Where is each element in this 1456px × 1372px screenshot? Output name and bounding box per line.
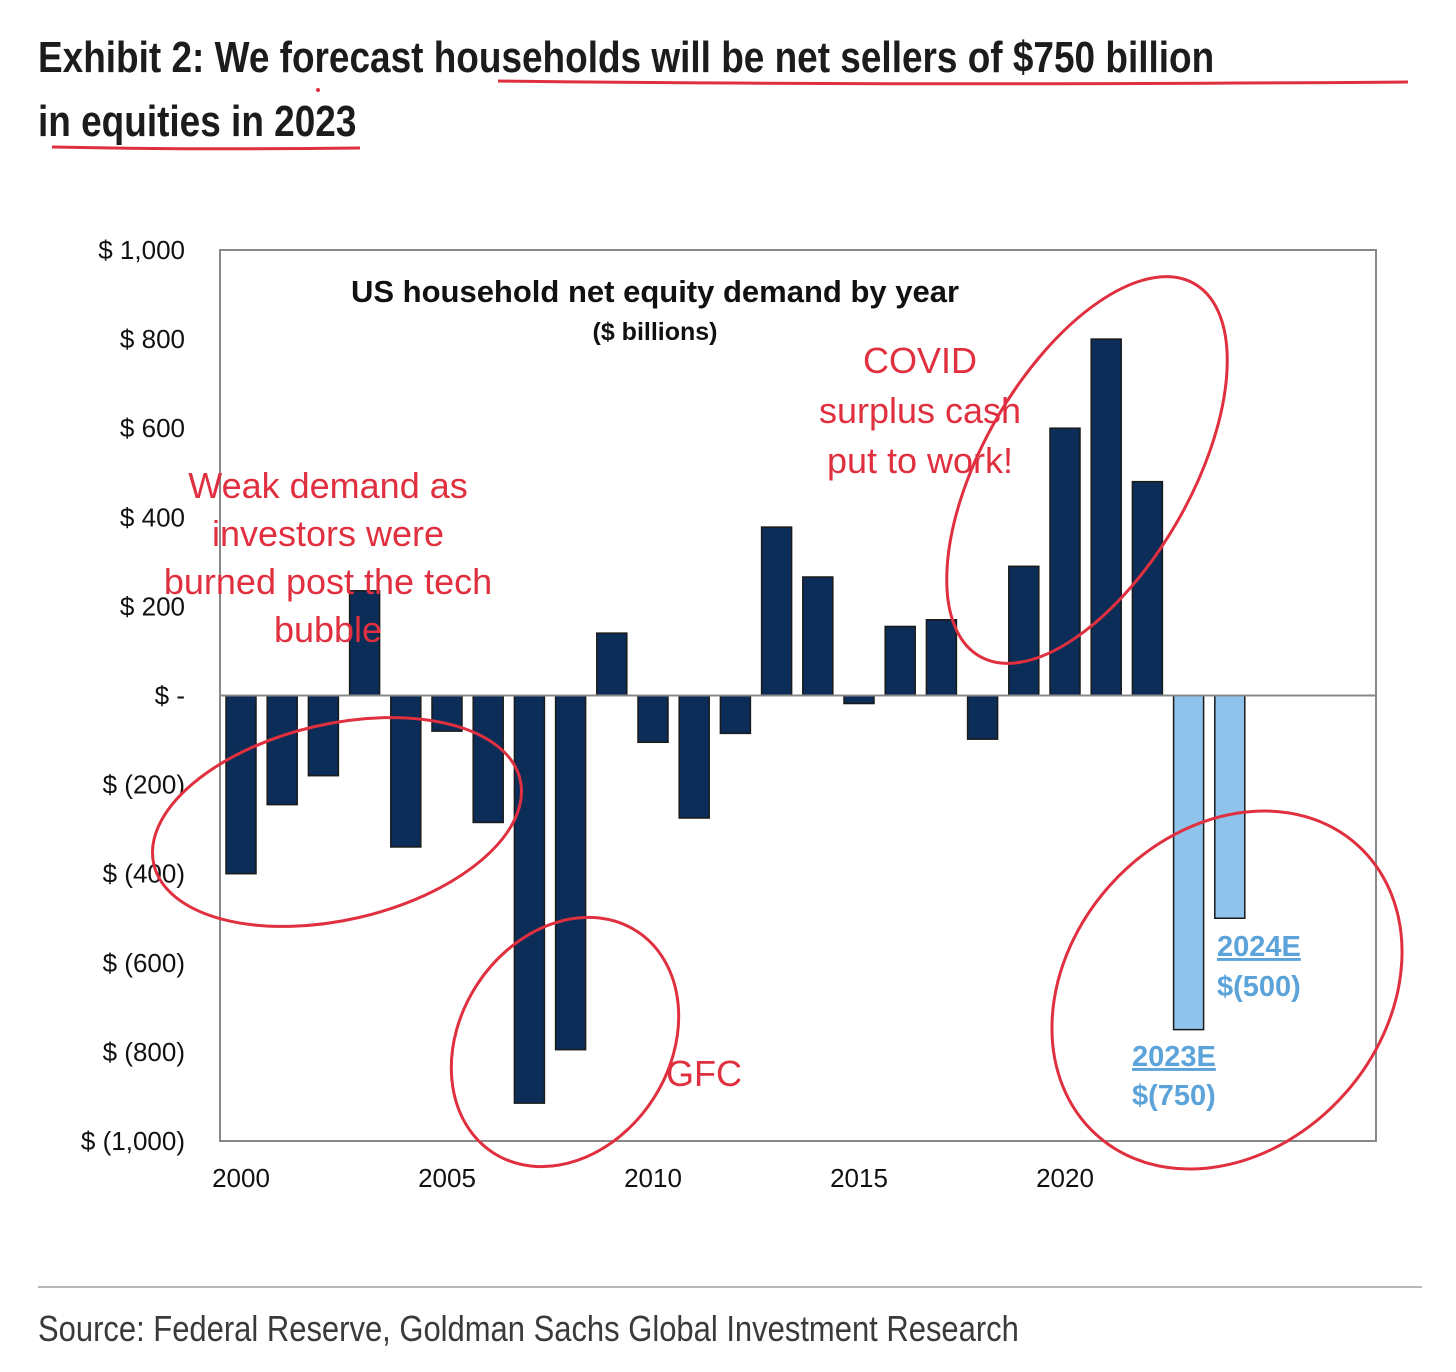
bar-2009: [596, 632, 628, 697]
source-note: Source: Federal Reserve, Goldman Sachs G…: [38, 1308, 1019, 1349]
estimate-label-2023-year: 2023E: [1132, 1041, 1216, 1073]
y-tick-label: $ 1,000: [98, 235, 185, 265]
x-tick-label: 2015: [830, 1163, 888, 1193]
y-tick-label: $ (400): [103, 859, 185, 889]
bar-2018: [966, 694, 999, 740]
bar-2003: [348, 590, 381, 697]
title-underline-2: [51, 145, 361, 151]
annotation-ellipse-tech-bubble: [150, 716, 524, 928]
bar-2020: [1049, 427, 1081, 697]
bar-2021: [1090, 338, 1122, 697]
exhibit-title: Exhibit 2: We forecast households will b…: [38, 26, 1214, 154]
y-tick-label: $ -: [155, 681, 185, 711]
annotation-ellipse-estimates: [1050, 809, 1404, 1171]
bar-2012: [719, 694, 752, 735]
bar-2023: [1172, 694, 1205, 1031]
exhibit-title-line2: in equities in 2023: [38, 97, 357, 146]
annotation-text-weak-demand: Weak demand as investors were burned pos…: [164, 465, 492, 650]
x-tick-label: 2010: [624, 1163, 682, 1193]
annotation-text-gfc: GFC: [666, 1053, 742, 1094]
bar-2011: [678, 694, 710, 819]
estimate-label-2024-year: 2024E: [1217, 931, 1301, 963]
bar-2013: [760, 526, 793, 697]
annotation-line: put to work!: [827, 440, 1013, 481]
title-underline-marks: [51, 79, 1409, 151]
bar-2004: [390, 694, 422, 848]
y-tick-label: $ 600: [120, 413, 185, 443]
bar-2007: [513, 694, 546, 1104]
estimate-label-2023-value: $(750): [1132, 1080, 1216, 1112]
x-axis-tick-labels: 2000 2005 2010 2015 2020: [212, 1163, 1094, 1193]
y-tick-label: $ 800: [120, 324, 185, 354]
y-tick-label: $ (800): [103, 1037, 185, 1067]
annotation-line: burned post the tech: [164, 561, 492, 602]
bar-2022: [1131, 480, 1164, 697]
bar-2010: [637, 694, 669, 744]
bar-2015: [843, 694, 875, 705]
estimate-label-2024-value: $(500): [1217, 971, 1301, 1003]
annotation-ellipses: [150, 275, 1404, 1171]
bar-series: [225, 338, 1246, 1104]
x-tick-label: 2020: [1036, 1163, 1094, 1193]
x-tick-label: 2000: [212, 1163, 270, 1193]
annotation-ellipse-gfc: [449, 915, 681, 1169]
annotation-text-covid: COVID surplus cash put to work!: [819, 340, 1021, 481]
source-divider: [38, 1286, 1422, 1288]
bar-chart: US household net equity demand by year (…: [51, 79, 1409, 1193]
x-tick-label: 2005: [418, 1163, 476, 1193]
bar-2024: [1214, 694, 1246, 919]
title-dot-mark: [316, 88, 320, 92]
annotation-line: bubble: [274, 609, 382, 650]
annotation-line: COVID: [863, 340, 977, 381]
bar-2019: [1008, 565, 1040, 697]
bar-2006: [472, 694, 504, 824]
bar-2014: [802, 576, 834, 697]
bar-2000: [225, 694, 257, 875]
exhibit-title-line1: Exhibit 2: We forecast households will b…: [38, 33, 1215, 82]
estimate-data-labels: 2023E $(750) 2024E $(500): [1132, 931, 1301, 1112]
annotation-line: surplus cash: [819, 390, 1021, 431]
annotation-line: investors were: [212, 513, 444, 554]
chart-subtitle: ($ billions): [593, 318, 718, 346]
bar-2017: [925, 619, 958, 697]
bar-2016: [884, 625, 916, 697]
y-tick-label: $ (200): [103, 770, 185, 800]
y-axis-tick-labels: $ 1,000 $ 800 $ 600 $ 400 $ 200 $ - $ (2…: [81, 235, 185, 1156]
annotation-ellipse-covid: [945, 275, 1229, 665]
bar-2001: [266, 694, 298, 806]
y-tick-label: $ (600): [103, 948, 185, 978]
chart-title: US household net equity demand by year: [351, 274, 959, 309]
annotation-line: Weak demand as: [188, 465, 468, 506]
bar-2008: [554, 694, 587, 1051]
y-tick-label: $ (1,000): [81, 1126, 185, 1156]
bar-2002: [307, 694, 340, 777]
y-tick-label: $ 400: [120, 502, 185, 532]
title-underline-1: [497, 79, 1409, 86]
y-tick-label: $ 200: [120, 591, 185, 621]
